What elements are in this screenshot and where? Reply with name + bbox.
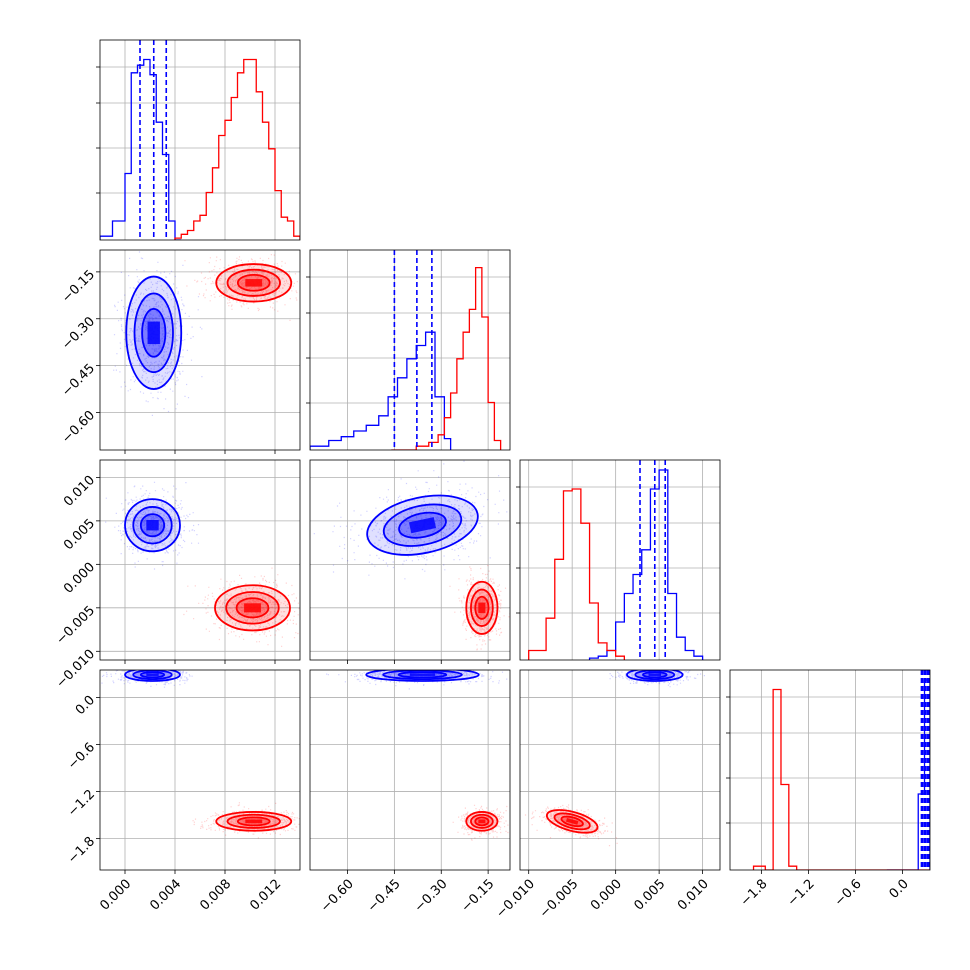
scatter-panel-p1-p2 (99, 249, 301, 451)
x-tick-label: −0.010 (493, 877, 538, 922)
y-tick-label: 0.0 (73, 693, 98, 718)
scatter-panel-p1-p3 (99, 459, 301, 661)
x-tick-label: 0.005 (631, 877, 668, 914)
scatter-panel-p3-p4 (519, 669, 721, 871)
contour-series-a (125, 275, 183, 390)
histogram-panel-p4 (726, 669, 931, 871)
x-tick-label: −0.15 (459, 877, 498, 916)
panel-frame (99, 669, 301, 871)
x-tick-label: 0.000 (97, 877, 134, 914)
x-tick-label: −0.30 (412, 877, 451, 916)
scatter-panel-p1-p4 (99, 669, 301, 871)
histogram-panel-p2 (306, 249, 511, 451)
x-tick-label: −0.45 (365, 877, 404, 916)
density-peak (408, 517, 437, 534)
histogram-series-a (100, 58, 182, 240)
panel-frame (99, 249, 301, 451)
panel-frame (519, 669, 721, 871)
y-tick-label: −0.45 (59, 361, 98, 400)
x-tick-label: 0.010 (675, 877, 712, 914)
density-peak (409, 673, 436, 676)
y-tick-label: −1.8 (65, 834, 98, 867)
x-tick-label: 0.008 (197, 877, 234, 914)
contour-series-a (365, 670, 480, 682)
contour-series-b (465, 811, 499, 832)
density-peak (478, 819, 486, 824)
x-tick-label: −0.005 (537, 877, 582, 922)
y-tick-label: −0.60 (59, 408, 98, 447)
density-peak (244, 603, 261, 613)
panel-frame (309, 669, 511, 871)
histogram-panel-p1 (96, 39, 301, 241)
contour-series-b (465, 580, 499, 635)
panel-frame (519, 459, 721, 661)
y-tick-label: −1.2 (65, 787, 98, 820)
y-tick-label: −0.6 (65, 740, 98, 773)
panel-frame (729, 669, 931, 871)
scatter-panel-p2-p3 (309, 459, 511, 661)
density-peak (478, 602, 486, 614)
histogram-series-b (528, 488, 625, 660)
contour-series-a (366, 494, 479, 556)
scatter-points-b (184, 254, 298, 321)
x-tick-label: 0.0 (887, 877, 912, 902)
y-tick-label: −0.005 (53, 603, 98, 648)
histogram-series-b (174, 58, 300, 240)
x-tick-label: −0.6 (832, 877, 865, 910)
x-tick-label: 0.012 (247, 877, 284, 914)
x-tick-label: −1.2 (785, 877, 818, 910)
scatter-points-a (603, 670, 705, 688)
scatter-points-a (113, 251, 203, 416)
y-tick-label: 0.005 (61, 516, 98, 553)
contour-series-b (215, 263, 293, 303)
histogram-panel-p3 (516, 459, 721, 661)
x-tick-label: −1.8 (738, 877, 771, 910)
contour-series-a (626, 670, 684, 682)
contour-series-b (545, 809, 599, 834)
density-peak (566, 818, 579, 825)
scatter-panel-p2-p4 (309, 669, 511, 871)
density-peak (146, 673, 159, 676)
histogram-series-a (588, 469, 704, 660)
y-tick-label: −0.010 (53, 647, 98, 692)
panel-frame (99, 459, 301, 661)
histogram-series-b (752, 688, 930, 870)
x-tick-label: 0.004 (147, 877, 184, 914)
scatter-points-a (105, 481, 200, 570)
x-tick-label: −0.60 (318, 877, 357, 916)
density-peak (648, 673, 662, 676)
contour-series-a (124, 498, 181, 553)
x-tick-label: 0.000 (588, 877, 625, 914)
contour-series-a (124, 670, 181, 682)
y-tick-label: 0.000 (61, 560, 98, 597)
density-peak (245, 279, 263, 287)
panel-frame (99, 39, 301, 241)
scatter-points-b (183, 567, 300, 647)
y-tick-label: 0.010 (61, 473, 98, 510)
contour-series-b (215, 811, 293, 832)
density-peak (146, 520, 159, 531)
panel-frame (309, 249, 511, 451)
contour-series-b (214, 584, 291, 632)
y-tick-label: −0.15 (59, 267, 98, 306)
histogram-series-a (310, 331, 452, 450)
density-peak (147, 321, 160, 345)
panel-frame (309, 459, 511, 661)
y-tick-label: −0.30 (59, 314, 98, 353)
density-peak (245, 819, 263, 824)
